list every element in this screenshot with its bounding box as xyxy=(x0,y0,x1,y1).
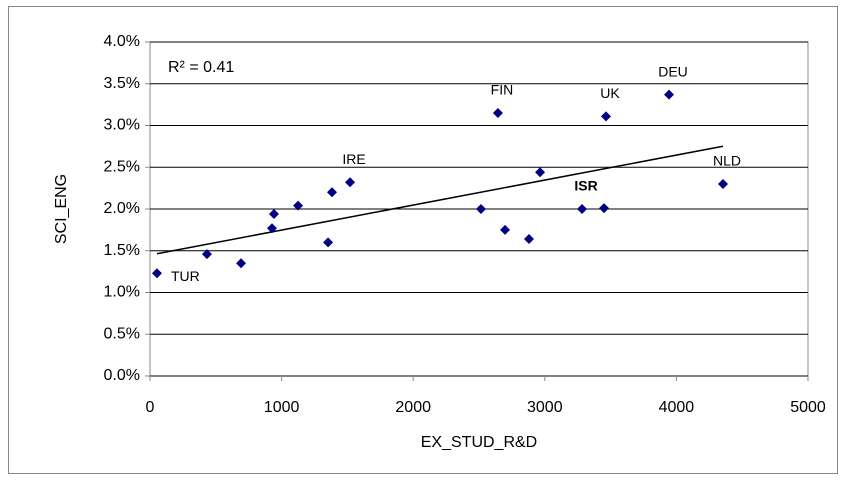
x-axis-title: EX_STUD_R&D xyxy=(421,434,537,451)
point-label: NLD xyxy=(713,153,741,169)
y-tick-label: 0.5% xyxy=(104,325,140,342)
y-tick-label: 2.5% xyxy=(104,158,140,175)
y-tick-label: 2.0% xyxy=(104,200,140,217)
point-label: FIN xyxy=(491,82,514,98)
x-tick-label: 4000 xyxy=(659,399,695,416)
point-label: IRE xyxy=(342,151,365,167)
point xyxy=(500,224,511,235)
y-tick-label: 4.0% xyxy=(104,33,140,50)
y-tick-label: 1.5% xyxy=(104,242,140,259)
point-label: DEU xyxy=(658,63,688,79)
point xyxy=(492,107,503,118)
point xyxy=(266,223,277,234)
point xyxy=(345,177,356,188)
point-label: TUR xyxy=(171,268,200,284)
y-tick-label: 1.0% xyxy=(104,284,140,301)
y-tick-label: 0.0% xyxy=(104,367,140,384)
point xyxy=(717,178,728,189)
x-tick-label: 1000 xyxy=(264,399,300,416)
point xyxy=(327,187,338,198)
point xyxy=(201,249,212,260)
y-axis-title: SCI_ENG xyxy=(53,174,70,244)
point xyxy=(236,258,247,269)
point xyxy=(475,204,486,214)
point xyxy=(599,203,610,214)
point xyxy=(577,204,588,214)
point xyxy=(151,268,162,279)
point xyxy=(268,209,279,220)
x-tick-label: 3000 xyxy=(527,399,563,416)
x-tick-label: 2000 xyxy=(395,399,431,416)
point xyxy=(535,167,546,178)
y-tick-label: 3.0% xyxy=(104,117,140,134)
r-squared: R² = 0.41 xyxy=(168,59,234,76)
point xyxy=(600,111,611,122)
point xyxy=(664,89,675,100)
y-tick-label: 3.5% xyxy=(104,75,140,92)
point xyxy=(524,234,535,245)
x-tick-label: 5000 xyxy=(790,399,826,416)
point xyxy=(323,237,334,248)
trend-line xyxy=(156,145,724,255)
point-label: UK xyxy=(600,85,620,101)
point xyxy=(293,200,304,211)
point-label: ISR xyxy=(574,178,597,194)
x-tick-label: 0 xyxy=(146,399,155,416)
